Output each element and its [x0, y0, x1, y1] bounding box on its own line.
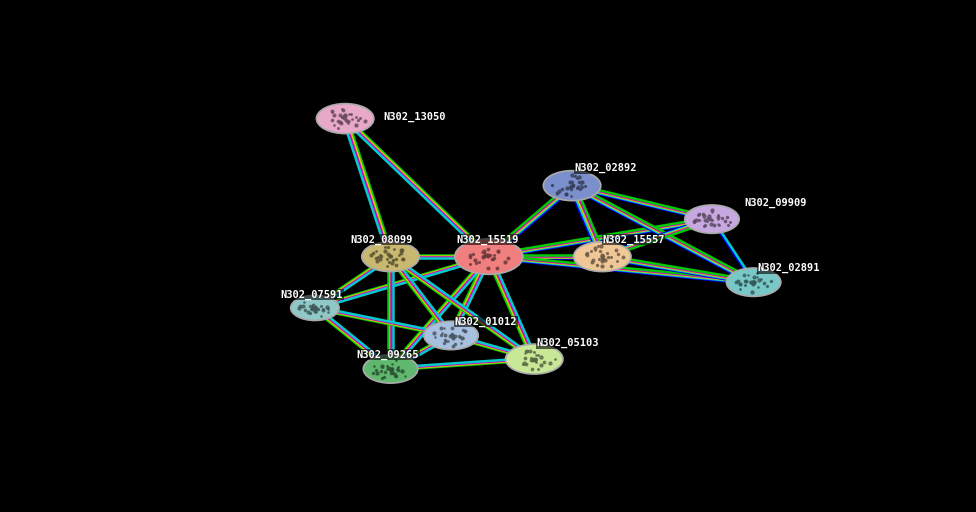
Text: N302_13050: N302_13050 — [383, 112, 445, 122]
Circle shape — [544, 170, 601, 201]
Circle shape — [455, 239, 523, 274]
Text: N302_02891: N302_02891 — [757, 263, 820, 273]
Text: N302_02892: N302_02892 — [574, 163, 636, 173]
Circle shape — [362, 242, 420, 271]
Circle shape — [291, 295, 339, 321]
Circle shape — [506, 344, 563, 374]
Text: N302_15519: N302_15519 — [457, 234, 519, 245]
Text: N302_09265: N302_09265 — [356, 350, 419, 360]
Text: N302_01012: N302_01012 — [455, 316, 517, 327]
Text: N302_05103: N302_05103 — [537, 338, 599, 349]
Circle shape — [685, 205, 739, 233]
Circle shape — [726, 268, 781, 296]
Circle shape — [316, 103, 374, 134]
Text: N302_15557: N302_15557 — [602, 234, 665, 245]
Circle shape — [574, 242, 631, 271]
Circle shape — [424, 321, 478, 350]
Text: N302_07591: N302_07591 — [281, 290, 344, 300]
Text: N302_09909: N302_09909 — [745, 198, 807, 208]
Text: N302_08099: N302_08099 — [350, 234, 413, 245]
Circle shape — [363, 355, 418, 383]
